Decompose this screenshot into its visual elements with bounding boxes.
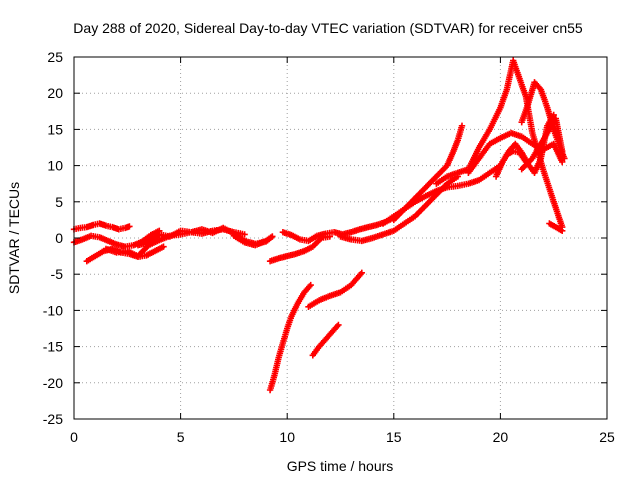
series-markers (465, 129, 566, 176)
series-markers (279, 214, 397, 245)
x-tick-label: 20 (493, 429, 509, 445)
series-markers (546, 220, 566, 234)
y-tick-label: 15 (47, 121, 63, 137)
y-tick-label: -25 (43, 411, 63, 427)
y-tick-label: -20 (43, 375, 63, 391)
series-markers (518, 115, 566, 173)
x-axis-label: GPS time / hours (287, 458, 394, 474)
series-track-14 (390, 122, 466, 224)
y-tick-label: 5 (55, 194, 63, 210)
series-track-6 (230, 232, 276, 249)
series-track-11 (279, 214, 397, 245)
y-tick-label: -15 (43, 339, 63, 355)
series-track-10 (309, 321, 342, 359)
x-tick-label: 25 (599, 429, 615, 445)
series-markers (305, 269, 365, 310)
y-tick-label: -10 (43, 302, 63, 318)
series-track-16 (465, 129, 566, 176)
chart-title: Day 288 of 2020, Sidereal Day-to-day VTE… (73, 20, 583, 36)
series-markers (266, 281, 314, 394)
axes: 0 5 10 15 20 25 -25 -20 -15 -10 -5 0 5 10 15 20 25 (43, 49, 615, 445)
series-track-7 (266, 233, 333, 265)
series-markers (266, 233, 333, 265)
series-track-13 (379, 147, 530, 227)
y-tick-label: 20 (47, 85, 63, 101)
series-markers (309, 321, 342, 359)
x-tick-label: 15 (386, 429, 402, 445)
x-tick-label: 10 (279, 429, 295, 445)
y-axis-label: SDTVAR / TECUs (6, 182, 22, 294)
series-track-8 (266, 281, 314, 394)
data-layer (70, 57, 568, 394)
x-tick-label: 5 (177, 429, 185, 445)
y-tick-label: 0 (55, 230, 63, 246)
y-tick-label: 25 (47, 49, 63, 65)
series-track-1 (70, 220, 133, 233)
series-markers (379, 147, 530, 227)
series-track-9 (305, 269, 365, 310)
series-markers (70, 220, 133, 233)
x-tick-label: 0 (70, 429, 78, 445)
series-track-19 (518, 115, 566, 173)
series-markers (230, 232, 276, 249)
y-tick-label: 10 (47, 158, 63, 174)
y-tick-label: -5 (51, 266, 64, 282)
series-markers (390, 122, 466, 224)
series-track-20 (546, 220, 566, 234)
